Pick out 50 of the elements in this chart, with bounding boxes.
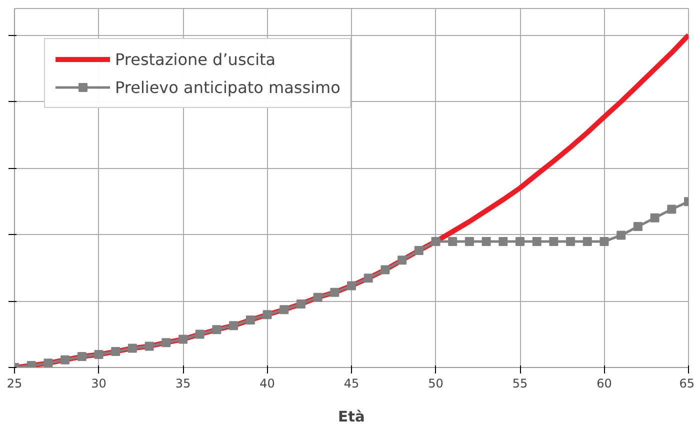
point (178, 334, 188, 344)
point (128, 344, 137, 353)
point (246, 315, 255, 324)
point (212, 325, 222, 334)
point (111, 347, 120, 356)
point (280, 305, 289, 314)
point (296, 300, 306, 309)
point (94, 350, 104, 360)
point (162, 338, 171, 348)
point (398, 256, 407, 265)
point (229, 321, 238, 330)
point (498, 237, 508, 246)
point (582, 237, 592, 246)
point (464, 237, 474, 246)
x-tick-label: 25 (6, 376, 22, 390)
point (330, 288, 340, 297)
point (262, 310, 272, 320)
x-axis-title: Età (338, 408, 365, 426)
x-tick-label: 65 (679, 376, 694, 390)
point (431, 237, 440, 246)
point (616, 230, 626, 240)
x-tick-label: 55 (512, 376, 528, 390)
x-tick-label: 40 (260, 376, 275, 390)
x-tick-label: 30 (91, 376, 106, 390)
point (364, 274, 373, 283)
point (144, 342, 154, 351)
x-tick-label: 45 (344, 376, 360, 390)
point (195, 330, 204, 339)
point (566, 237, 576, 246)
point (313, 292, 322, 302)
point (549, 237, 558, 246)
x-tick-label: 50 (428, 376, 444, 390)
point (516, 237, 524, 246)
point (414, 246, 424, 255)
point (650, 213, 660, 222)
point (44, 358, 53, 368)
point (380, 265, 390, 274)
legend-label: Prelievo anticipato massimo (115, 78, 340, 96)
point (60, 355, 70, 364)
point (633, 222, 642, 232)
legend-label: Prestazione d’uscita (115, 50, 276, 68)
point (347, 281, 356, 290)
point (448, 237, 458, 246)
x-tick-label: 60 (596, 376, 612, 390)
point (77, 352, 86, 362)
point (667, 204, 676, 214)
point (482, 237, 491, 246)
x-tick-label: 35 (175, 376, 191, 390)
point (532, 237, 542, 246)
point (600, 237, 609, 246)
